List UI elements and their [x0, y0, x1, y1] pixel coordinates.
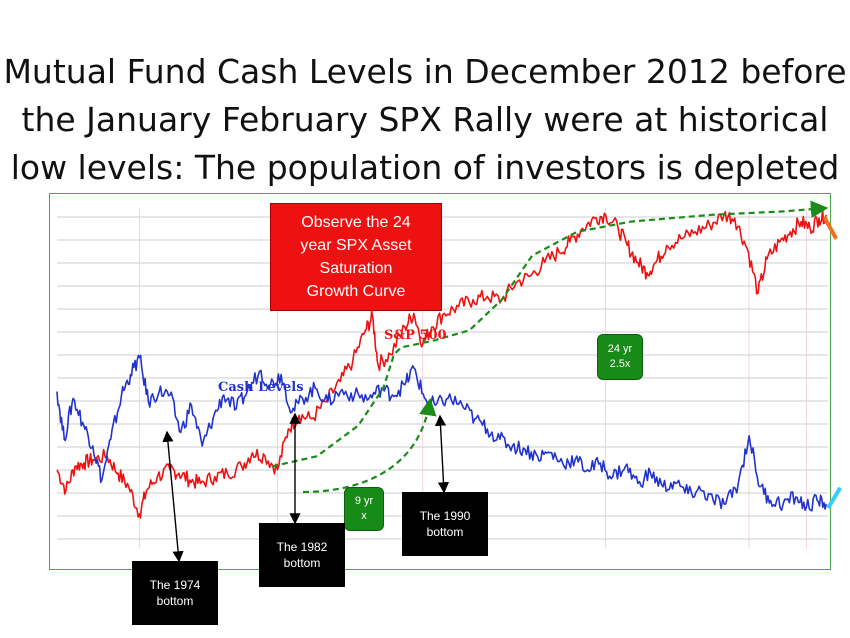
bottom-1990-callout: The 1990 bottom	[402, 492, 488, 556]
bottom-1974-callout: The 1974 bottom	[132, 561, 218, 625]
title-line-1: Mutual Fund Cash Levels in December 2012…	[3, 52, 847, 91]
bottom-1990-arrow	[434, 414, 450, 494]
cash-series-line	[56, 354, 827, 512]
cash-series-label: Cash Levels	[218, 380, 304, 395]
title-line-3: low levels: The population of investors …	[10, 148, 840, 187]
bottom-1974-arrow	[162, 430, 184, 563]
spx-series-label: S&P 500	[384, 328, 447, 343]
growth-9yr-callout: 9 yr x	[344, 487, 384, 531]
title-line-2: the January February SPX Rally were at h…	[21, 100, 829, 139]
bottom-1982-callout: The 1982 bottom	[259, 523, 345, 587]
nine-year-curve	[302, 397, 437, 494]
slide-title: Mutual Fund Cash Levels in December 2012…	[0, 48, 850, 192]
cash-end-arrow	[826, 486, 842, 509]
observe-callout: Observe the 24 year SPX Asset Saturation…	[270, 203, 442, 311]
spx-end-arrow	[822, 215, 838, 240]
trend-curve-line	[271, 200, 829, 468]
growth-24yr-callout: 24 yr 2.5x	[597, 334, 643, 380]
